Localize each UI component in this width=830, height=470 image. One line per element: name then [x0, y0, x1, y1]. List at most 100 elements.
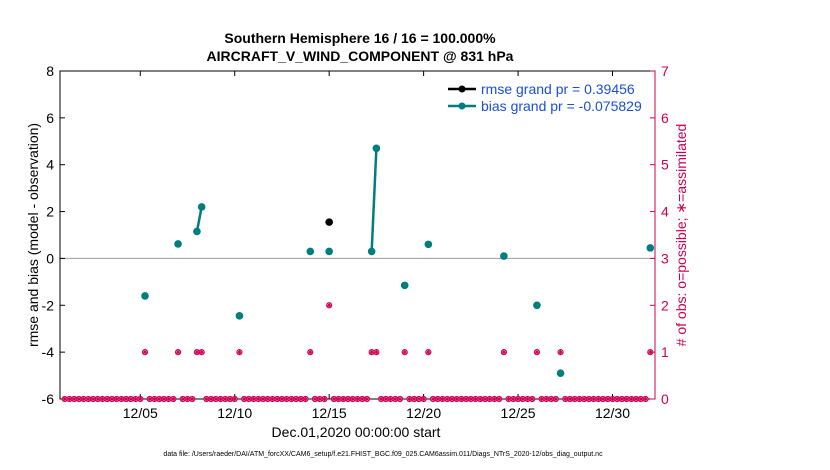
obs-count-mark — [174, 349, 182, 356]
obs-assimilated-marker — [100, 396, 105, 402]
bias-line-segment — [195, 206, 203, 232]
bias-point — [533, 301, 541, 310]
obs-assimilated-marker — [586, 396, 592, 402]
obs-assimilated-marker — [440, 396, 445, 402]
y2-tick-label: 7 — [661, 63, 669, 79]
obs-assimilated-marker — [643, 396, 649, 402]
plot-frame — [59, 70, 656, 400]
obs-possible-marker — [363, 395, 371, 403]
obs-assimilated-marker — [529, 396, 535, 402]
obs-possible-marker — [231, 395, 238, 403]
bias-point — [500, 252, 508, 260]
obs-possible-marker — [321, 395, 328, 403]
obs-assimilated-marker — [444, 396, 450, 402]
obs-count-mark — [647, 349, 654, 356]
obs-count-mark — [137, 395, 144, 403]
x-tick-label: 12/25 — [501, 405, 536, 421]
obs-assimilated-marker — [539, 396, 545, 402]
obs-assimilated-marker — [350, 396, 356, 402]
obs-assimilated-marker — [392, 396, 398, 402]
bias-point — [400, 281, 409, 290]
bias-point — [367, 247, 376, 256]
bias-point — [372, 144, 381, 153]
obs-assimilated-marker — [270, 396, 275, 402]
obs-assimilated-marker — [638, 396, 644, 402]
bias-point — [306, 247, 315, 256]
obs-possible-marker — [529, 395, 536, 403]
obs-assimilated-marker — [628, 396, 634, 402]
obs-assimilated-marker — [463, 396, 469, 402]
obs-assimilated-marker — [303, 396, 309, 402]
obs-assimilated-marker — [647, 349, 653, 355]
obs-assimilated-marker — [595, 396, 601, 402]
bias-point — [174, 240, 182, 248]
obs-assimilated-marker — [222, 396, 228, 402]
obs-assimilated-marker — [369, 349, 375, 355]
y-axis-label: rmse and bias (model - observation) — [25, 123, 41, 347]
obs-assimilated-marker — [421, 396, 427, 402]
obs-count-mark — [401, 349, 408, 356]
obs-assimilated-marker — [619, 396, 625, 402]
obs-possible-marker — [642, 395, 649, 403]
bias-point — [325, 247, 333, 256]
bias-point — [141, 292, 149, 300]
y2-tick-label: 6 — [661, 110, 669, 126]
obs-assimilated-marker — [109, 396, 115, 402]
obs-assimilated-marker — [449, 396, 455, 402]
y2-tick-label: 2 — [661, 297, 669, 313]
obs-assimilated-marker — [147, 396, 153, 402]
obs-assimilated-marker — [123, 396, 129, 402]
bias-line-segment — [370, 148, 378, 252]
obs-assimilated-marker — [81, 396, 87, 402]
y-axis-left: -6 -4 -2 0 2 4 6 8 — [42, 63, 65, 407]
obs-assimilated-marker — [137, 396, 143, 402]
bias-point — [556, 369, 565, 378]
obs-assimilated-marker — [166, 396, 172, 402]
obs-assimilated-marker — [199, 349, 205, 355]
chart-title: Southern Hemisphere 16 / 16 = 100.000% — [224, 30, 496, 46]
obs-assimilated-marker — [373, 349, 379, 355]
obs-assimilated-marker — [251, 396, 257, 402]
obs-possible-marker — [420, 395, 427, 403]
obs-assimilated-marker — [232, 396, 238, 402]
obs-possible-marker — [302, 395, 309, 403]
obs-assimilated-marker — [213, 396, 219, 402]
obs-assimilated-marker — [624, 396, 630, 402]
obs-assimilated-marker — [383, 396, 389, 402]
legend-bias-label: bias grand pr = -0.075829 — [481, 98, 642, 114]
obs-count-mark — [552, 395, 559, 403]
y2-tick-label: 5 — [661, 157, 669, 173]
legend-box — [443, 80, 643, 120]
bias-series — [141, 144, 655, 378]
obs-count-mark — [189, 395, 196, 403]
obs-count-mark — [363, 395, 371, 403]
obs-assimilated-marker — [340, 396, 346, 402]
obs-possible-marker — [500, 349, 507, 356]
obs-possible-marker — [189, 395, 196, 403]
obs-assimilated-marker — [364, 396, 370, 402]
obs-count-mark — [642, 395, 649, 403]
obs-assimilated-marker — [553, 396, 559, 402]
x-tick-label: 12/05 — [123, 405, 158, 421]
obs-assimilated-marker — [458, 396, 464, 402]
obs-assimilated-marker — [90, 396, 96, 402]
y2-tick-label: 3 — [661, 250, 669, 266]
obs-assimilated-marker — [558, 349, 564, 355]
y-tick-label: -4 — [42, 344, 55, 360]
obs-assimilated-marker — [180, 396, 186, 402]
obs-assimilated-marker — [406, 396, 412, 402]
obs-assimilated-marker — [411, 396, 417, 402]
obs-count-mark — [496, 395, 503, 403]
obs-assimilated-marker — [610, 396, 615, 402]
obs-possible-marker — [198, 349, 205, 356]
obs-possible-marker — [552, 395, 559, 403]
x-tick-label: 12/10 — [217, 405, 252, 421]
obs-assimilated-marker — [331, 396, 337, 402]
obs-assimilated-marker — [255, 396, 261, 402]
obs-assimilated-marker — [185, 396, 190, 402]
obs-assimilated-marker — [208, 396, 214, 402]
obs-assimilated-marker — [501, 349, 507, 355]
obs-assimilated-marker — [548, 396, 554, 402]
obs-possible-marker — [174, 349, 182, 356]
obs-assimilated-marker — [118, 396, 124, 402]
